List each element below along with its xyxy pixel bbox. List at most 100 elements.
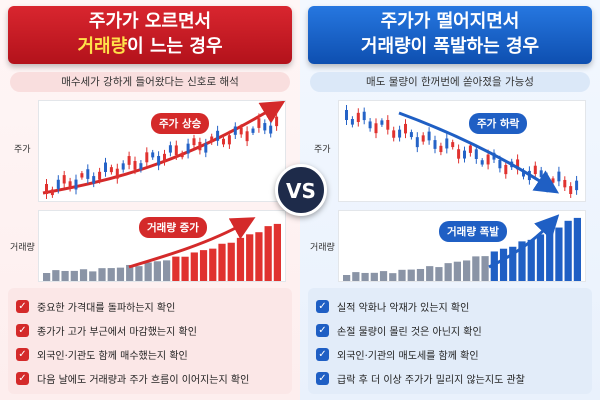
right-volume-bar bbox=[527, 239, 535, 281]
right-volume-bar bbox=[389, 273, 397, 281]
right-candle bbox=[350, 119, 354, 125]
right-check-item: ✓ 실적 악화나 악재가 있는지 확인 bbox=[316, 294, 584, 318]
left-candle bbox=[157, 155, 161, 166]
left-volume-bar bbox=[98, 268, 106, 281]
right-candle bbox=[356, 112, 360, 122]
left-check-item: ✓ 외국인·기관도 함께 매수했는지 확인 bbox=[16, 342, 284, 366]
right-title-highlight: 거래량 bbox=[360, 36, 411, 57]
right-candle bbox=[533, 165, 537, 175]
right-price-axis-label: 주가 bbox=[314, 145, 331, 155]
left-candle bbox=[269, 125, 273, 134]
right-volume-bar bbox=[370, 272, 378, 281]
left-candle bbox=[210, 136, 214, 143]
left-volume-bar bbox=[190, 252, 198, 281]
right-candle bbox=[392, 130, 396, 138]
left-volume-bar bbox=[255, 232, 263, 281]
left-volume-bar bbox=[218, 243, 226, 281]
left-volume-bar bbox=[126, 264, 134, 281]
right-volume-chart: 거래량 폭발 bbox=[338, 210, 586, 282]
left-volume-bars bbox=[43, 223, 281, 281]
left-title-banner: 주가가 오르면서 거래량이 느는 경우 bbox=[8, 6, 292, 64]
left-title-rest: 이 느는 경우 bbox=[127, 36, 223, 57]
left-candle bbox=[245, 131, 249, 142]
left-volume-bar bbox=[144, 262, 152, 281]
left-candle bbox=[174, 145, 178, 156]
vs-badge: VS bbox=[275, 164, 327, 216]
right-candle bbox=[563, 179, 567, 188]
left-volume-bar bbox=[172, 256, 180, 281]
left-volume-bar bbox=[246, 234, 254, 281]
right-volume-bar bbox=[407, 269, 415, 281]
right-price-chart: 주가 하락 bbox=[338, 100, 586, 202]
left-volume-bar bbox=[264, 226, 272, 281]
left-candlesticks bbox=[45, 111, 279, 199]
right-candle bbox=[445, 138, 449, 149]
check-icon: ✓ bbox=[316, 371, 329, 385]
left-check-item: ✓ 종가가 고가 부근에서 마감했는지 확인 bbox=[16, 318, 284, 342]
right-volume-bar bbox=[518, 241, 526, 281]
right-candle bbox=[551, 178, 555, 183]
left-volume-bar bbox=[79, 269, 88, 281]
right-candle bbox=[409, 132, 413, 138]
left-candle bbox=[139, 163, 143, 170]
right-title-line2: 거래량이 폭발하는 경우 bbox=[308, 34, 592, 60]
right-candle bbox=[516, 159, 520, 170]
left-candle bbox=[216, 130, 220, 141]
right-volume-bar bbox=[426, 266, 434, 281]
right-candle bbox=[522, 170, 525, 177]
left-candle bbox=[80, 173, 84, 178]
left-check-item: ✓ 다음 날에도 거래량과 주가 흐름이 이어지는지 확인 bbox=[16, 366, 284, 390]
left-candle bbox=[192, 138, 196, 146]
left-candle bbox=[168, 145, 172, 153]
left-volume-bar bbox=[181, 256, 189, 281]
right-volume-bars bbox=[343, 217, 581, 281]
right-volume-bar bbox=[463, 260, 471, 281]
left-candle bbox=[233, 126, 237, 135]
right-candle bbox=[557, 171, 561, 182]
right-candle bbox=[374, 123, 378, 134]
left-candle bbox=[163, 153, 166, 162]
right-title-rest: 이 폭발하는 경우 bbox=[410, 36, 540, 57]
left-candle bbox=[222, 138, 225, 145]
left-candle bbox=[62, 175, 66, 184]
right-checklist: ✓ 실적 악화나 악재가 있는지 확인 ✓ 손절 물량이 몰린 것은 아닌지 확인 … bbox=[308, 288, 592, 394]
right-volume-bar bbox=[444, 263, 452, 281]
right-volume-bar bbox=[398, 269, 406, 281]
right-volume-bar bbox=[481, 256, 489, 281]
left-candle bbox=[109, 167, 113, 173]
left-candle bbox=[257, 118, 261, 128]
right-panel: 주가가 떨어지면서 거래량이 폭발하는 경우 매도 물량이 한꺼번에 쏟아졌을 … bbox=[300, 0, 600, 400]
right-candle bbox=[362, 111, 366, 121]
left-candle bbox=[133, 161, 137, 170]
check-icon: ✓ bbox=[316, 323, 329, 337]
right-candle bbox=[368, 121, 372, 129]
left-volume-bar bbox=[153, 261, 161, 281]
check-icon: ✓ bbox=[16, 347, 29, 361]
right-check-item: ✓ 손절 물량이 몰린 것은 아닌지 확인 bbox=[316, 318, 584, 342]
right-candle bbox=[463, 150, 466, 159]
left-price-tag: 주가 상승 bbox=[151, 113, 210, 134]
left-volume-bar bbox=[52, 270, 60, 281]
right-candle bbox=[421, 135, 425, 142]
right-candle bbox=[575, 180, 579, 191]
left-volume-bar bbox=[61, 270, 69, 281]
left-price-axis-label: 주가 bbox=[14, 145, 31, 155]
left-candle bbox=[56, 179, 60, 189]
left-candle bbox=[227, 135, 231, 145]
left-candle bbox=[92, 176, 96, 184]
right-candle bbox=[427, 131, 431, 141]
right-volume-axis-label: 거래량 bbox=[310, 243, 335, 253]
left-volume-chart: 거래량 증가 bbox=[38, 210, 286, 282]
left-candle bbox=[204, 143, 208, 153]
right-volume-bar bbox=[490, 251, 498, 281]
right-candle bbox=[474, 149, 478, 159]
left-candle bbox=[68, 181, 72, 189]
left-candle bbox=[239, 127, 243, 135]
left-candle bbox=[186, 143, 190, 154]
right-volume-bar bbox=[352, 272, 360, 281]
left-candle bbox=[127, 156, 131, 165]
left-price-trend-arrow bbox=[42, 101, 286, 195]
left-volume-axis-label: 거래량 bbox=[10, 243, 35, 253]
left-volume-bar bbox=[43, 273, 51, 281]
left-volume-bar bbox=[70, 270, 78, 281]
